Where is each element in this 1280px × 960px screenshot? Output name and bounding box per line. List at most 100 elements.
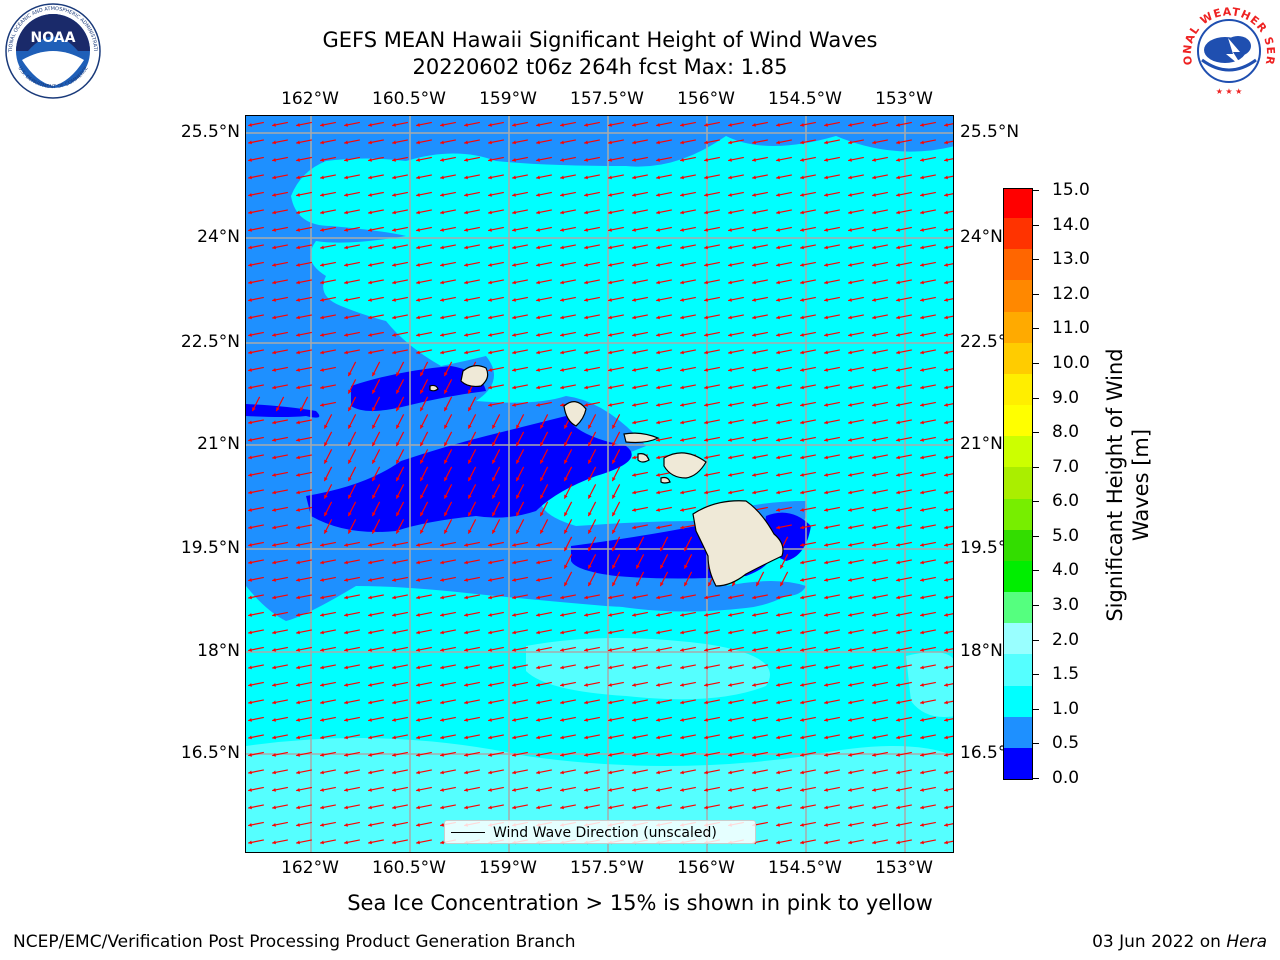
wind-wave-arrowhead <box>872 543 876 547</box>
island-oahu <box>563 401 587 427</box>
wind-wave-arrowhead <box>320 578 324 582</box>
wind-wave-arrowhead <box>344 840 348 845</box>
wind-wave-arrowhead <box>560 770 564 775</box>
wind-wave-arrowhead <box>680 175 684 180</box>
wind-wave-arrowhead <box>872 315 876 320</box>
wind-wave-arrowhead <box>612 582 616 587</box>
wind-wave-arrowhead <box>920 490 924 495</box>
wind-wave-arrowhead <box>872 438 876 442</box>
wind-wave-arrowhead <box>396 512 400 517</box>
wind-wave-arrowhead <box>488 700 492 705</box>
wind-wave-arrowhead <box>368 805 372 810</box>
colorbar-tick-label: 11.0 <box>1052 318 1090 339</box>
wind-wave-arrowhead <box>296 718 300 722</box>
wind-wave-arrowhead <box>872 753 876 757</box>
wind-wave-arrowhead <box>848 560 852 565</box>
wind-wave-arrowhead <box>468 459 472 464</box>
wind-wave-arrowhead <box>248 140 252 145</box>
wind-wave-arrowhead <box>488 140 492 145</box>
wind-wave-arrowhead <box>752 770 756 775</box>
wind-wave-arrowhead <box>320 788 324 792</box>
wind-wave-arrowhead <box>896 228 900 232</box>
wind-wave-arrowhead <box>536 210 540 215</box>
wind-wave-arrowhead <box>512 333 516 337</box>
wind-wave-arrowhead <box>608 718 612 722</box>
wind-wave-arrowhead <box>296 788 300 792</box>
wind-wave-arrowhead <box>536 683 540 687</box>
wind-wave-arrowhead <box>272 823 276 827</box>
wind-wave-arrowhead <box>416 140 420 145</box>
wind-wave-arrowhead <box>752 788 756 792</box>
colorbar-segment <box>1004 435 1032 468</box>
wind-wave-arrowhead <box>420 442 424 447</box>
wind-wave-arrowhead <box>320 560 324 565</box>
wind-wave-arrowhead <box>728 700 732 705</box>
wind-wave-arrowhead <box>344 210 348 215</box>
wind-wave-arrowhead <box>704 263 708 267</box>
wind-wave-arrowhead <box>440 753 444 757</box>
wind-wave-arrowhead <box>420 494 424 499</box>
wind-wave-arrowhead <box>488 683 492 687</box>
wind-wave-arrowhead <box>896 560 900 565</box>
wind-wave-arrowhead <box>728 420 732 425</box>
wind-wave-arrowhead <box>728 805 732 810</box>
wind-wave-arrowhead <box>728 298 732 302</box>
wind-wave-arrowhead <box>420 477 424 482</box>
wind-wave-arrowhead <box>368 788 372 792</box>
wind-wave-arrowhead <box>560 298 564 302</box>
wind-wave-arrowhead <box>272 595 276 600</box>
wind-wave-arrowhead <box>296 543 300 547</box>
wind-wave-arrowhead <box>848 403 852 407</box>
wind-wave-arrowhead <box>728 490 732 495</box>
wind-wave-arrowhead <box>776 508 780 512</box>
wind-wave-arrowhead <box>680 490 684 495</box>
wind-wave-arrowhead <box>248 560 252 565</box>
wind-wave-arrowhead <box>564 477 568 482</box>
wind-wave-arrowhead <box>776 350 780 355</box>
wind-wave-arrowhead <box>540 529 544 534</box>
wind-wave-arrowhead <box>272 525 276 530</box>
wind-wave-arrowhead <box>248 735 252 740</box>
wind-wave-arrowhead <box>848 508 852 512</box>
wind-wave-arrowhead <box>416 840 420 845</box>
wind-wave-arrowhead <box>824 158 828 162</box>
wind-wave-arrowhead <box>752 595 756 600</box>
wind-wave-arrowhead <box>780 582 784 587</box>
wind-wave-arrowhead <box>560 140 564 145</box>
wind-wave-arrowhead <box>368 263 372 267</box>
wind-wave-arrowhead <box>776 683 780 687</box>
wind-wave-arrowhead <box>420 389 424 394</box>
lat-tick-right: 24°N <box>960 227 1003 247</box>
wind-wave-arrowhead <box>488 770 492 775</box>
wind-wave-arrowhead <box>800 508 804 512</box>
wind-wave-arrowhead <box>440 543 444 547</box>
wind-wave-arrowhead <box>704 403 708 407</box>
wind-wave-arrowhead <box>488 385 492 390</box>
wind-wave-arrowhead <box>800 473 804 477</box>
wind-wave-arrowhead <box>344 788 348 792</box>
wind-wave-arrowhead <box>368 613 372 617</box>
wind-wave-arrowhead <box>348 529 352 534</box>
wind-wave-arrowhead <box>848 700 852 705</box>
wind-wave-arrowhead <box>272 700 276 705</box>
wind-wave-arrowhead <box>440 158 444 162</box>
wind-wave-arrowhead <box>848 193 852 197</box>
wind-wave-arrowhead <box>536 665 540 670</box>
wind-wave-arrowhead <box>848 333 852 337</box>
wind-wave-arrowhead <box>944 613 948 617</box>
wind-wave-arrowhead <box>944 193 948 197</box>
wind-wave-arrowhead <box>512 123 516 127</box>
wind-wave-arrowhead <box>372 494 376 499</box>
wind-wave-arrowhead <box>872 123 876 127</box>
colorbar-segment <box>1004 189 1032 219</box>
lat-tick-left: 19.5°N <box>180 538 240 558</box>
wind-wave-arrowhead <box>248 648 252 652</box>
wind-wave-arrowhead <box>800 560 804 565</box>
wind-wave-arrowhead <box>536 718 540 722</box>
wind-wave-arrowhead <box>320 735 324 740</box>
wind-wave-arrowhead <box>248 490 252 495</box>
wind-wave-arrowhead <box>944 175 948 180</box>
wind-wave-arrowhead <box>368 123 372 127</box>
wind-wave-arrowhead <box>584 385 588 390</box>
wind-wave-arrowhead <box>248 525 252 530</box>
